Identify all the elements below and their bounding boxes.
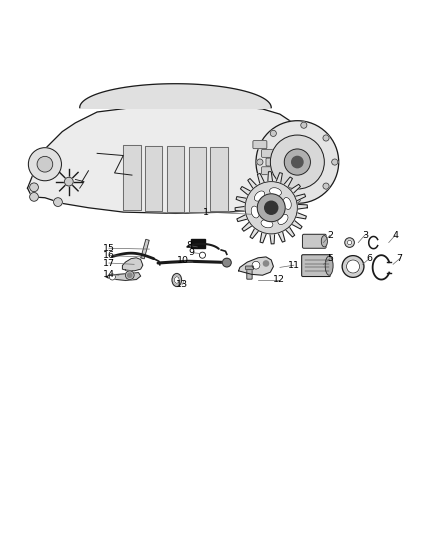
- Circle shape: [256, 120, 339, 204]
- Circle shape: [37, 156, 53, 172]
- Ellipse shape: [325, 256, 333, 275]
- Ellipse shape: [172, 273, 182, 287]
- Ellipse shape: [251, 206, 259, 218]
- Text: 2: 2: [327, 231, 333, 240]
- FancyBboxPatch shape: [303, 235, 326, 248]
- Ellipse shape: [174, 277, 179, 283]
- Circle shape: [345, 238, 354, 247]
- Text: 5: 5: [327, 254, 333, 263]
- Text: 13: 13: [176, 280, 188, 289]
- Ellipse shape: [261, 220, 273, 228]
- Circle shape: [294, 197, 300, 203]
- FancyBboxPatch shape: [246, 266, 253, 270]
- FancyBboxPatch shape: [210, 147, 228, 211]
- FancyBboxPatch shape: [123, 144, 141, 210]
- Circle shape: [30, 192, 39, 201]
- Circle shape: [270, 131, 276, 136]
- Circle shape: [245, 182, 297, 234]
- FancyBboxPatch shape: [145, 146, 162, 211]
- FancyBboxPatch shape: [167, 147, 184, 212]
- Text: 12: 12: [273, 275, 285, 284]
- Circle shape: [257, 194, 285, 222]
- Circle shape: [347, 240, 352, 245]
- FancyBboxPatch shape: [266, 158, 280, 166]
- Circle shape: [223, 258, 231, 267]
- Text: 1: 1: [203, 207, 209, 216]
- Polygon shape: [235, 172, 307, 244]
- FancyBboxPatch shape: [247, 268, 252, 279]
- Polygon shape: [239, 257, 273, 275]
- Circle shape: [252, 261, 260, 269]
- Circle shape: [292, 156, 303, 168]
- FancyBboxPatch shape: [191, 239, 205, 248]
- Ellipse shape: [321, 236, 327, 247]
- Ellipse shape: [278, 214, 288, 224]
- Polygon shape: [106, 272, 141, 280]
- Text: 11: 11: [288, 261, 300, 270]
- Text: 8: 8: [187, 241, 192, 250]
- Text: 17: 17: [103, 259, 115, 268]
- Circle shape: [346, 260, 360, 273]
- Text: 7: 7: [397, 254, 403, 263]
- Circle shape: [257, 159, 263, 165]
- Ellipse shape: [283, 198, 291, 209]
- Circle shape: [265, 183, 272, 189]
- Circle shape: [64, 177, 73, 186]
- Circle shape: [323, 135, 329, 141]
- Circle shape: [342, 256, 364, 277]
- Polygon shape: [141, 239, 149, 259]
- FancyBboxPatch shape: [261, 149, 276, 157]
- Circle shape: [53, 198, 62, 206]
- Circle shape: [110, 274, 116, 280]
- Text: 10: 10: [177, 256, 189, 265]
- Circle shape: [28, 148, 61, 181]
- Text: 3: 3: [362, 231, 368, 240]
- FancyBboxPatch shape: [302, 255, 330, 277]
- Text: 16: 16: [103, 251, 115, 260]
- Circle shape: [263, 261, 268, 266]
- Circle shape: [30, 183, 39, 192]
- Circle shape: [199, 252, 205, 258]
- Ellipse shape: [254, 191, 265, 201]
- Circle shape: [332, 159, 338, 165]
- Polygon shape: [28, 104, 304, 213]
- Text: 4: 4: [392, 231, 398, 240]
- Circle shape: [284, 149, 311, 175]
- FancyBboxPatch shape: [188, 147, 206, 212]
- Circle shape: [270, 135, 324, 189]
- Circle shape: [127, 273, 132, 277]
- Text: 14: 14: [103, 270, 115, 279]
- Circle shape: [323, 183, 329, 189]
- Ellipse shape: [269, 188, 282, 196]
- Polygon shape: [80, 84, 271, 108]
- Circle shape: [125, 271, 134, 279]
- FancyBboxPatch shape: [253, 141, 267, 149]
- FancyBboxPatch shape: [261, 167, 276, 175]
- Circle shape: [265, 201, 278, 214]
- Text: 6: 6: [366, 254, 372, 263]
- Text: 15: 15: [103, 244, 115, 253]
- Circle shape: [301, 122, 307, 128]
- Text: 9: 9: [189, 248, 194, 257]
- Polygon shape: [122, 258, 143, 271]
